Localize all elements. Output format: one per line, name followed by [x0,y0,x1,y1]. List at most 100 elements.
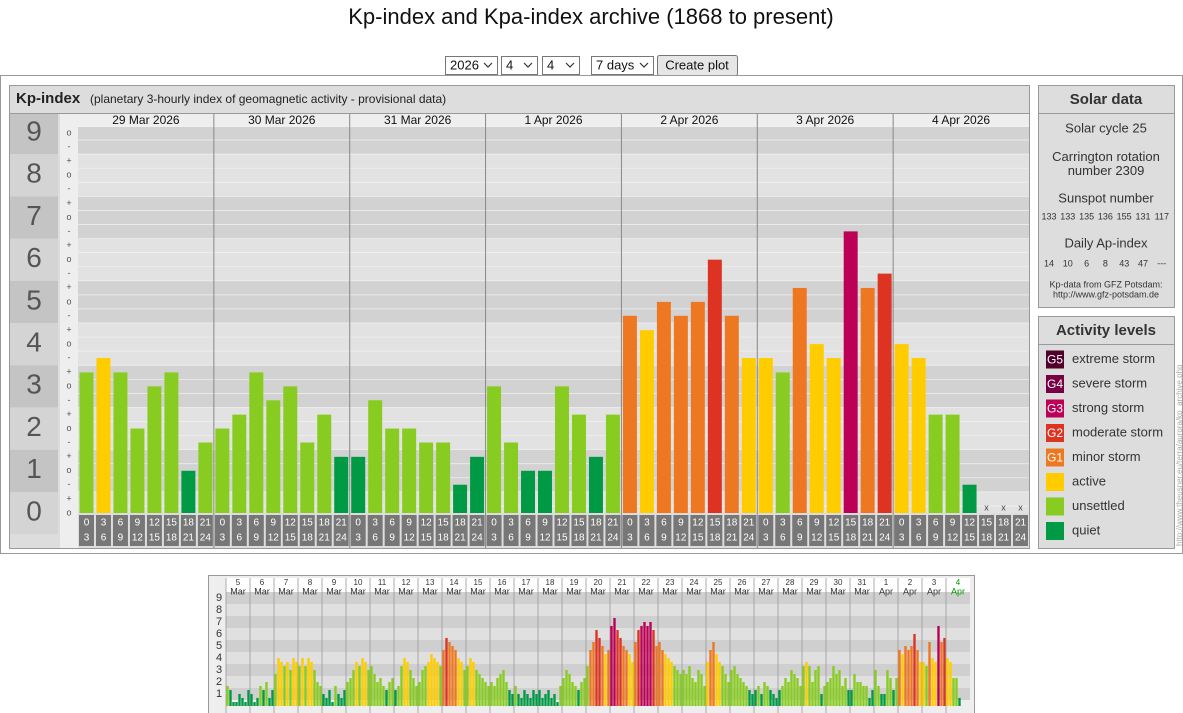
hour-label: 6 [916,533,922,544]
hour-label: 15 [556,533,568,544]
overview-y-label: 9 [216,592,222,604]
hour-box [418,515,434,546]
hour-box [265,515,281,546]
hour-label: 9 [254,533,260,544]
hour-box [707,515,723,546]
overview-y-label: 1 [216,688,222,700]
bar [709,649,712,706]
bar [628,654,631,706]
bar [802,666,805,706]
hour-box [894,515,910,546]
y-minor-label: + [66,367,71,377]
bar [400,666,403,706]
bar [760,694,763,706]
level-label: quiet [1072,522,1101,537]
bar [607,649,610,706]
bar [568,673,571,706]
hour-label: 12 [964,518,976,529]
level-swatch [1046,424,1064,442]
bar [871,690,874,706]
hour-label: 6 [101,533,107,544]
hour-label: 21 [879,518,891,529]
hour-box [146,515,162,546]
overview-month: Mar [782,586,798,596]
bar [823,685,826,706]
bar [667,658,670,706]
bar [826,682,829,706]
y-minor-label: - [68,184,71,194]
bar [670,661,673,706]
bar [931,658,934,706]
select[interactable]: 4 [542,56,580,75]
hour-box [656,515,672,546]
hour-box [775,515,791,546]
hour-label: 12 [539,533,551,544]
bar [253,702,256,706]
overview-month: Mar [566,586,582,596]
bar [814,670,817,706]
hour-label: 15 [421,533,433,544]
select[interactable]: 2026 [445,56,498,75]
bar [730,670,733,706]
bar [949,661,952,706]
overview-month: Mar [662,586,678,596]
bar [475,670,478,706]
overview-day: 20 [594,578,603,587]
select[interactable]: 7 days [591,56,654,75]
bar [274,673,277,706]
bar [295,661,298,706]
bar [889,678,892,706]
y-minor-label: + [66,156,71,166]
bar [499,673,502,706]
bar [487,685,490,706]
hour-box [979,515,995,546]
bar [784,678,787,706]
bar [504,442,519,513]
y-minor-label: + [66,409,71,419]
bar [271,690,274,706]
bar [379,678,382,706]
bar [724,673,727,706]
bar [292,658,295,706]
bar [331,702,334,706]
hour-label: 21 [743,518,755,529]
overview-day: 24 [690,578,699,587]
hour-box [248,515,264,546]
bar [376,682,379,706]
solar-panel [1038,85,1175,308]
y-tick-box [10,238,58,281]
bar [493,685,496,706]
y-tick-box [10,114,58,155]
hour-label: 0 [220,518,226,529]
hour-label: 9 [525,533,531,544]
overview-y-label: 5 [216,640,222,652]
hour-label: 6 [118,518,124,529]
hour-box [79,515,94,546]
bar [748,690,751,706]
hour-label: 24 [472,533,484,544]
bar [406,661,409,706]
bar [706,661,709,706]
select-box [542,56,580,75]
bar [958,697,961,706]
select[interactable]: 4 [501,56,538,75]
solar-title: Solar data [1070,91,1143,108]
level-label: severe storm [1072,375,1147,390]
hour-label: 3 [763,533,769,544]
bar [286,661,289,706]
hour-box [163,515,179,546]
hour-label: 3 [237,518,243,529]
y-tick-label: 3 [26,369,42,400]
bar [484,682,487,706]
overview-band [226,640,970,652]
hour-label: 12 [285,518,297,529]
hour-box [996,515,1012,546]
hour-label: 21 [472,518,484,529]
grid-band [78,491,1029,513]
bar [235,702,238,706]
hour-label: 6 [254,518,260,529]
overview-day: 30 [834,578,843,587]
hour-box [452,515,468,546]
create-plot-button[interactable]: Create plot [657,55,738,76]
